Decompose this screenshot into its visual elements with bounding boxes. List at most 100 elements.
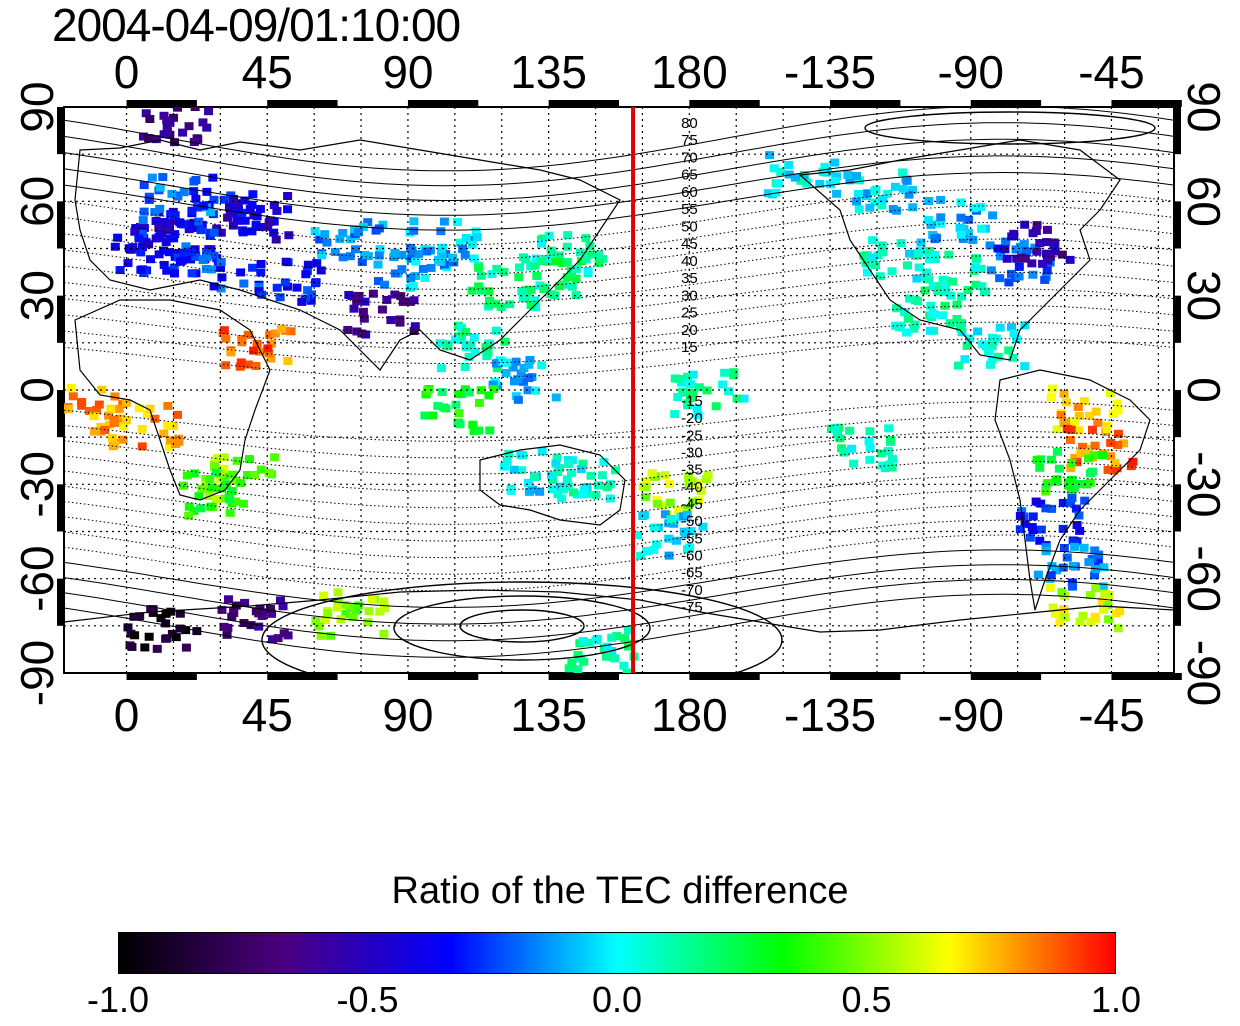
contour-line (64, 321, 1174, 364)
frame-tick-left (57, 201, 64, 249)
contour-label: -70 (681, 582, 703, 599)
contour-line (64, 564, 1174, 625)
contour-line (64, 288, 1174, 335)
pole-contour-north (864, 111, 1156, 145)
tec-patch (670, 368, 749, 420)
tec-patch (500, 447, 577, 496)
contour-line (64, 401, 1174, 442)
tec-patch (564, 626, 639, 673)
tec-patch (169, 242, 249, 293)
contour-label: 45 (681, 236, 698, 253)
magnetic-latitude-contours (64, 107, 1174, 673)
contour-line (64, 122, 1174, 187)
frame-tick-top (970, 100, 1042, 107)
pole-contour-south-middle (393, 595, 651, 661)
latitude-labels-right: 90 60 30 0 -30 -60 -90 (1178, 81, 1230, 706)
coastline-australia (479, 444, 626, 526)
longitude-label: 0 (114, 46, 140, 98)
frame-tick-right (1174, 578, 1181, 626)
tec-patch (843, 168, 918, 215)
latitude-label: 0 (1178, 377, 1230, 403)
longitude-labels-bottom: 0 45 90 135 180 -135 -90 -45 (114, 689, 1145, 741)
latitude-label: 90 (11, 81, 63, 132)
longitude-labels-top: 0 45 90 135 180 -135 -90 -45 (114, 46, 1145, 98)
colorbar-tick-labels: -1.0 -0.5 0.0 0.5 1.0 (0, 982, 1240, 1026)
latitude-label: -30 (1178, 451, 1230, 517)
frame-tick-top (548, 100, 619, 107)
tec-patch (515, 248, 587, 300)
longitude-label: 135 (510, 689, 587, 741)
longitude-label: 90 (382, 46, 433, 98)
latitude-label: -60 (11, 545, 63, 611)
longitude-label: -135 (784, 46, 876, 98)
longitude-label: 45 (242, 46, 293, 98)
tec-patch (827, 423, 897, 473)
contour-label: -60 (681, 548, 703, 565)
tec-patch (223, 191, 294, 244)
pole-contour-south-inner (459, 609, 585, 643)
contour-label: -45 (681, 496, 703, 513)
contour-line (64, 445, 1174, 492)
frame-tick-bottom (689, 673, 760, 680)
contour-label: -25 (681, 427, 703, 444)
contour-line (64, 579, 1174, 642)
colorbar-tick-label: -0.5 (336, 979, 399, 1020)
frame-tick-top (830, 100, 901, 107)
frame-tick-right (1174, 390, 1181, 438)
longitude-label: 180 (651, 46, 728, 98)
contour-label: 25 (681, 305, 698, 322)
tec-patch-layer (64, 107, 1138, 673)
colorbar-title: Ratio of the TEC difference (391, 870, 849, 912)
contour-line (64, 171, 1174, 231)
latitude-label: 0 (11, 377, 63, 403)
tec-patch (248, 257, 326, 306)
latitude-label: -90 (11, 640, 63, 706)
contour-label: -75 (681, 599, 703, 616)
contour-label: -50 (681, 513, 703, 530)
latitude-label: -60 (1178, 545, 1230, 611)
contour-label: 55 (681, 201, 698, 218)
contour-line (64, 271, 1174, 320)
latitude-label: -30 (11, 451, 63, 517)
frame-tick-top (267, 100, 338, 107)
contour-line (64, 416, 1174, 459)
tec-patch (891, 291, 967, 337)
frame-tick-bottom (267, 673, 338, 680)
frame-tick-top (689, 100, 760, 107)
tec-patch (923, 195, 998, 244)
contour-label: 35 (681, 270, 698, 287)
contour-label: -35 (681, 462, 703, 479)
tec-patch (633, 510, 708, 560)
colorbar-tick-label: 0.0 (591, 979, 643, 1020)
frame-tick-right (1174, 484, 1181, 532)
tec-patch (920, 250, 991, 301)
contour-label: 30 (681, 287, 698, 304)
frame-tick-left (57, 295, 64, 343)
longitude-label: -90 (938, 689, 1004, 741)
contour-label: -65 (681, 565, 703, 582)
longitude-label: 180 (651, 689, 728, 741)
contour-label: -40 (681, 479, 703, 496)
latitude-label: 30 (1178, 270, 1230, 321)
grid-layer (64, 107, 1174, 673)
contour-label: 15 (681, 339, 698, 356)
longitude-label: 90 (382, 689, 433, 741)
tec-patch (405, 217, 482, 269)
colorbar-tick-label: 1.0 (1090, 979, 1142, 1020)
tec-patch (420, 385, 499, 436)
coastline-south-america (994, 369, 1151, 611)
coastline-layer (64, 139, 1174, 633)
tec-patch (1046, 384, 1123, 436)
contour-label: 70 (681, 149, 698, 166)
frame-tick-bottom (407, 673, 479, 680)
coastline-africa (74, 299, 271, 501)
contour-line (64, 338, 1174, 379)
frame-tick-top (407, 100, 479, 107)
frame-tick-bottom (1111, 673, 1182, 680)
longitude-label: -45 (1078, 46, 1144, 98)
contour-label: 40 (681, 253, 698, 270)
contour-label: -20 (681, 410, 703, 427)
contour-label: 65 (681, 167, 698, 184)
